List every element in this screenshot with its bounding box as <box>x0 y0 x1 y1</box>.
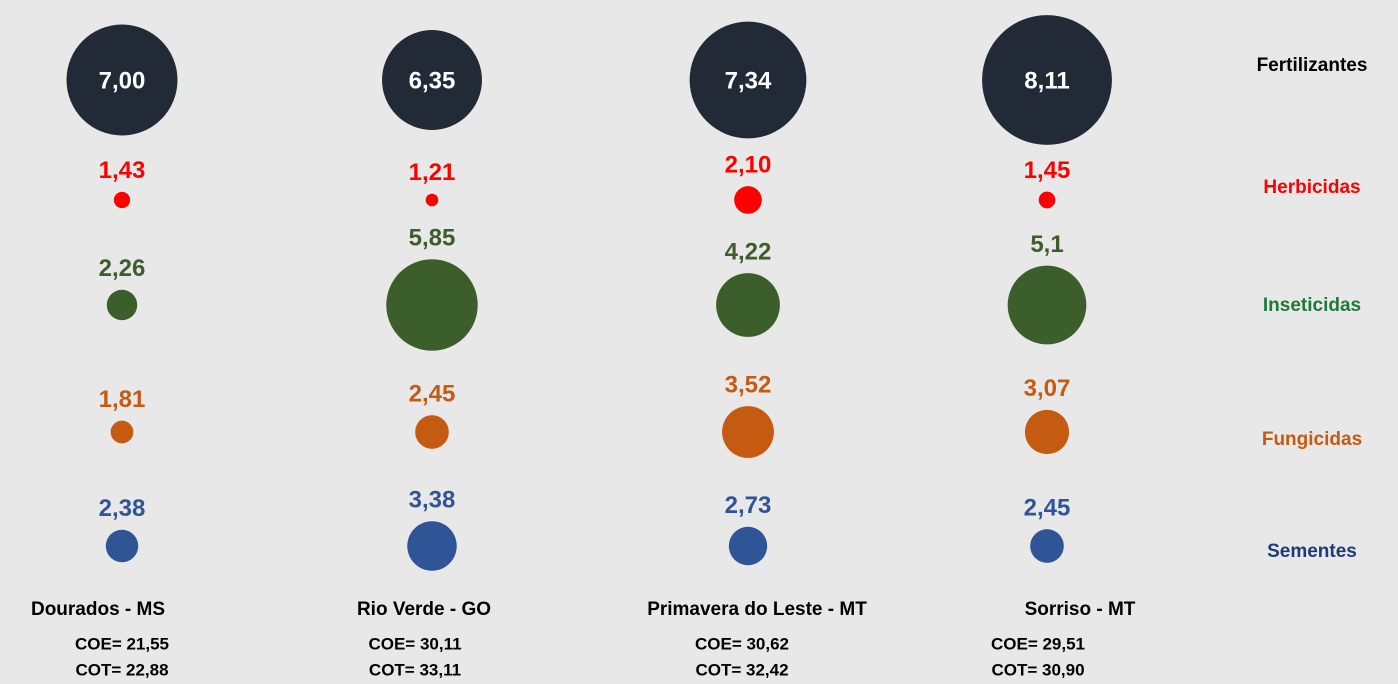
bubble <box>415 415 449 449</box>
bubble <box>716 273 780 337</box>
bubble <box>728 526 768 566</box>
bubble <box>689 21 807 139</box>
legend-label: Fertilizantes <box>1257 55 1368 76</box>
value-label: 1,45 <box>1024 157 1071 184</box>
bubble <box>1038 191 1056 209</box>
bubble <box>382 30 482 130</box>
cot-label: COT= 30,90 <box>991 660 1084 679</box>
bubble <box>722 406 774 458</box>
legend-label: Herbicidas <box>1263 177 1360 198</box>
coe-label: COE= 30,62 <box>695 634 789 653</box>
category-label: Rio Verde - GO <box>357 599 491 620</box>
bubble <box>1024 409 1070 455</box>
value-label: 3,07 <box>1024 375 1071 402</box>
bubble <box>1007 265 1087 345</box>
bubble <box>106 289 138 321</box>
value-label: 2,45 <box>1024 495 1071 522</box>
category-label: Sorriso - MT <box>1025 599 1136 620</box>
cot-label: COT= 32,42 <box>695 660 788 679</box>
legend-label: Fungicidas <box>1262 429 1362 450</box>
value-label: 3,52 <box>725 371 772 398</box>
bubble <box>113 191 131 209</box>
bubble <box>1030 529 1064 563</box>
value-label: 1,21 <box>409 159 456 186</box>
value-label: 2,73 <box>725 492 772 519</box>
category-label: Primavera do Leste - MT <box>647 599 867 620</box>
value-label: 2,26 <box>99 255 146 282</box>
bubble <box>425 193 439 207</box>
coe-label: COE= 30,11 <box>368 634 461 653</box>
bubble <box>734 186 762 214</box>
value-label: 6,35 <box>409 67 456 94</box>
value-label: 2,38 <box>99 495 146 522</box>
cot-label: COT= 22,88 <box>75 660 168 679</box>
value-label: 1,81 <box>99 386 146 413</box>
value-label: 8,11 <box>1024 67 1069 94</box>
value-label: 3,38 <box>409 487 456 514</box>
bubble <box>110 420 134 444</box>
cot-label: COT= 33,11 <box>369 660 461 679</box>
category-label: Dourados - MS <box>31 599 165 620</box>
coe-label: COE= 21,55 <box>75 634 169 653</box>
value-label: 1,43 <box>99 157 146 184</box>
bubble <box>105 529 139 563</box>
bubble <box>982 15 1112 145</box>
bubble <box>66 24 178 136</box>
bubble <box>407 521 457 571</box>
legend-label: Inseticidas <box>1263 295 1361 316</box>
bubble <box>386 259 478 351</box>
coe-label: COE= 29,51 <box>991 634 1085 653</box>
value-label: 2,45 <box>409 381 456 408</box>
value-label: 4,22 <box>725 238 772 265</box>
value-label: 5,85 <box>409 225 456 252</box>
value-label: 2,10 <box>725 151 772 178</box>
value-label: 7,34 <box>725 67 772 94</box>
value-label: 7,00 <box>99 67 146 94</box>
legend-label: Sementes <box>1267 541 1357 562</box>
value-label: 5,1 <box>1030 231 1063 258</box>
